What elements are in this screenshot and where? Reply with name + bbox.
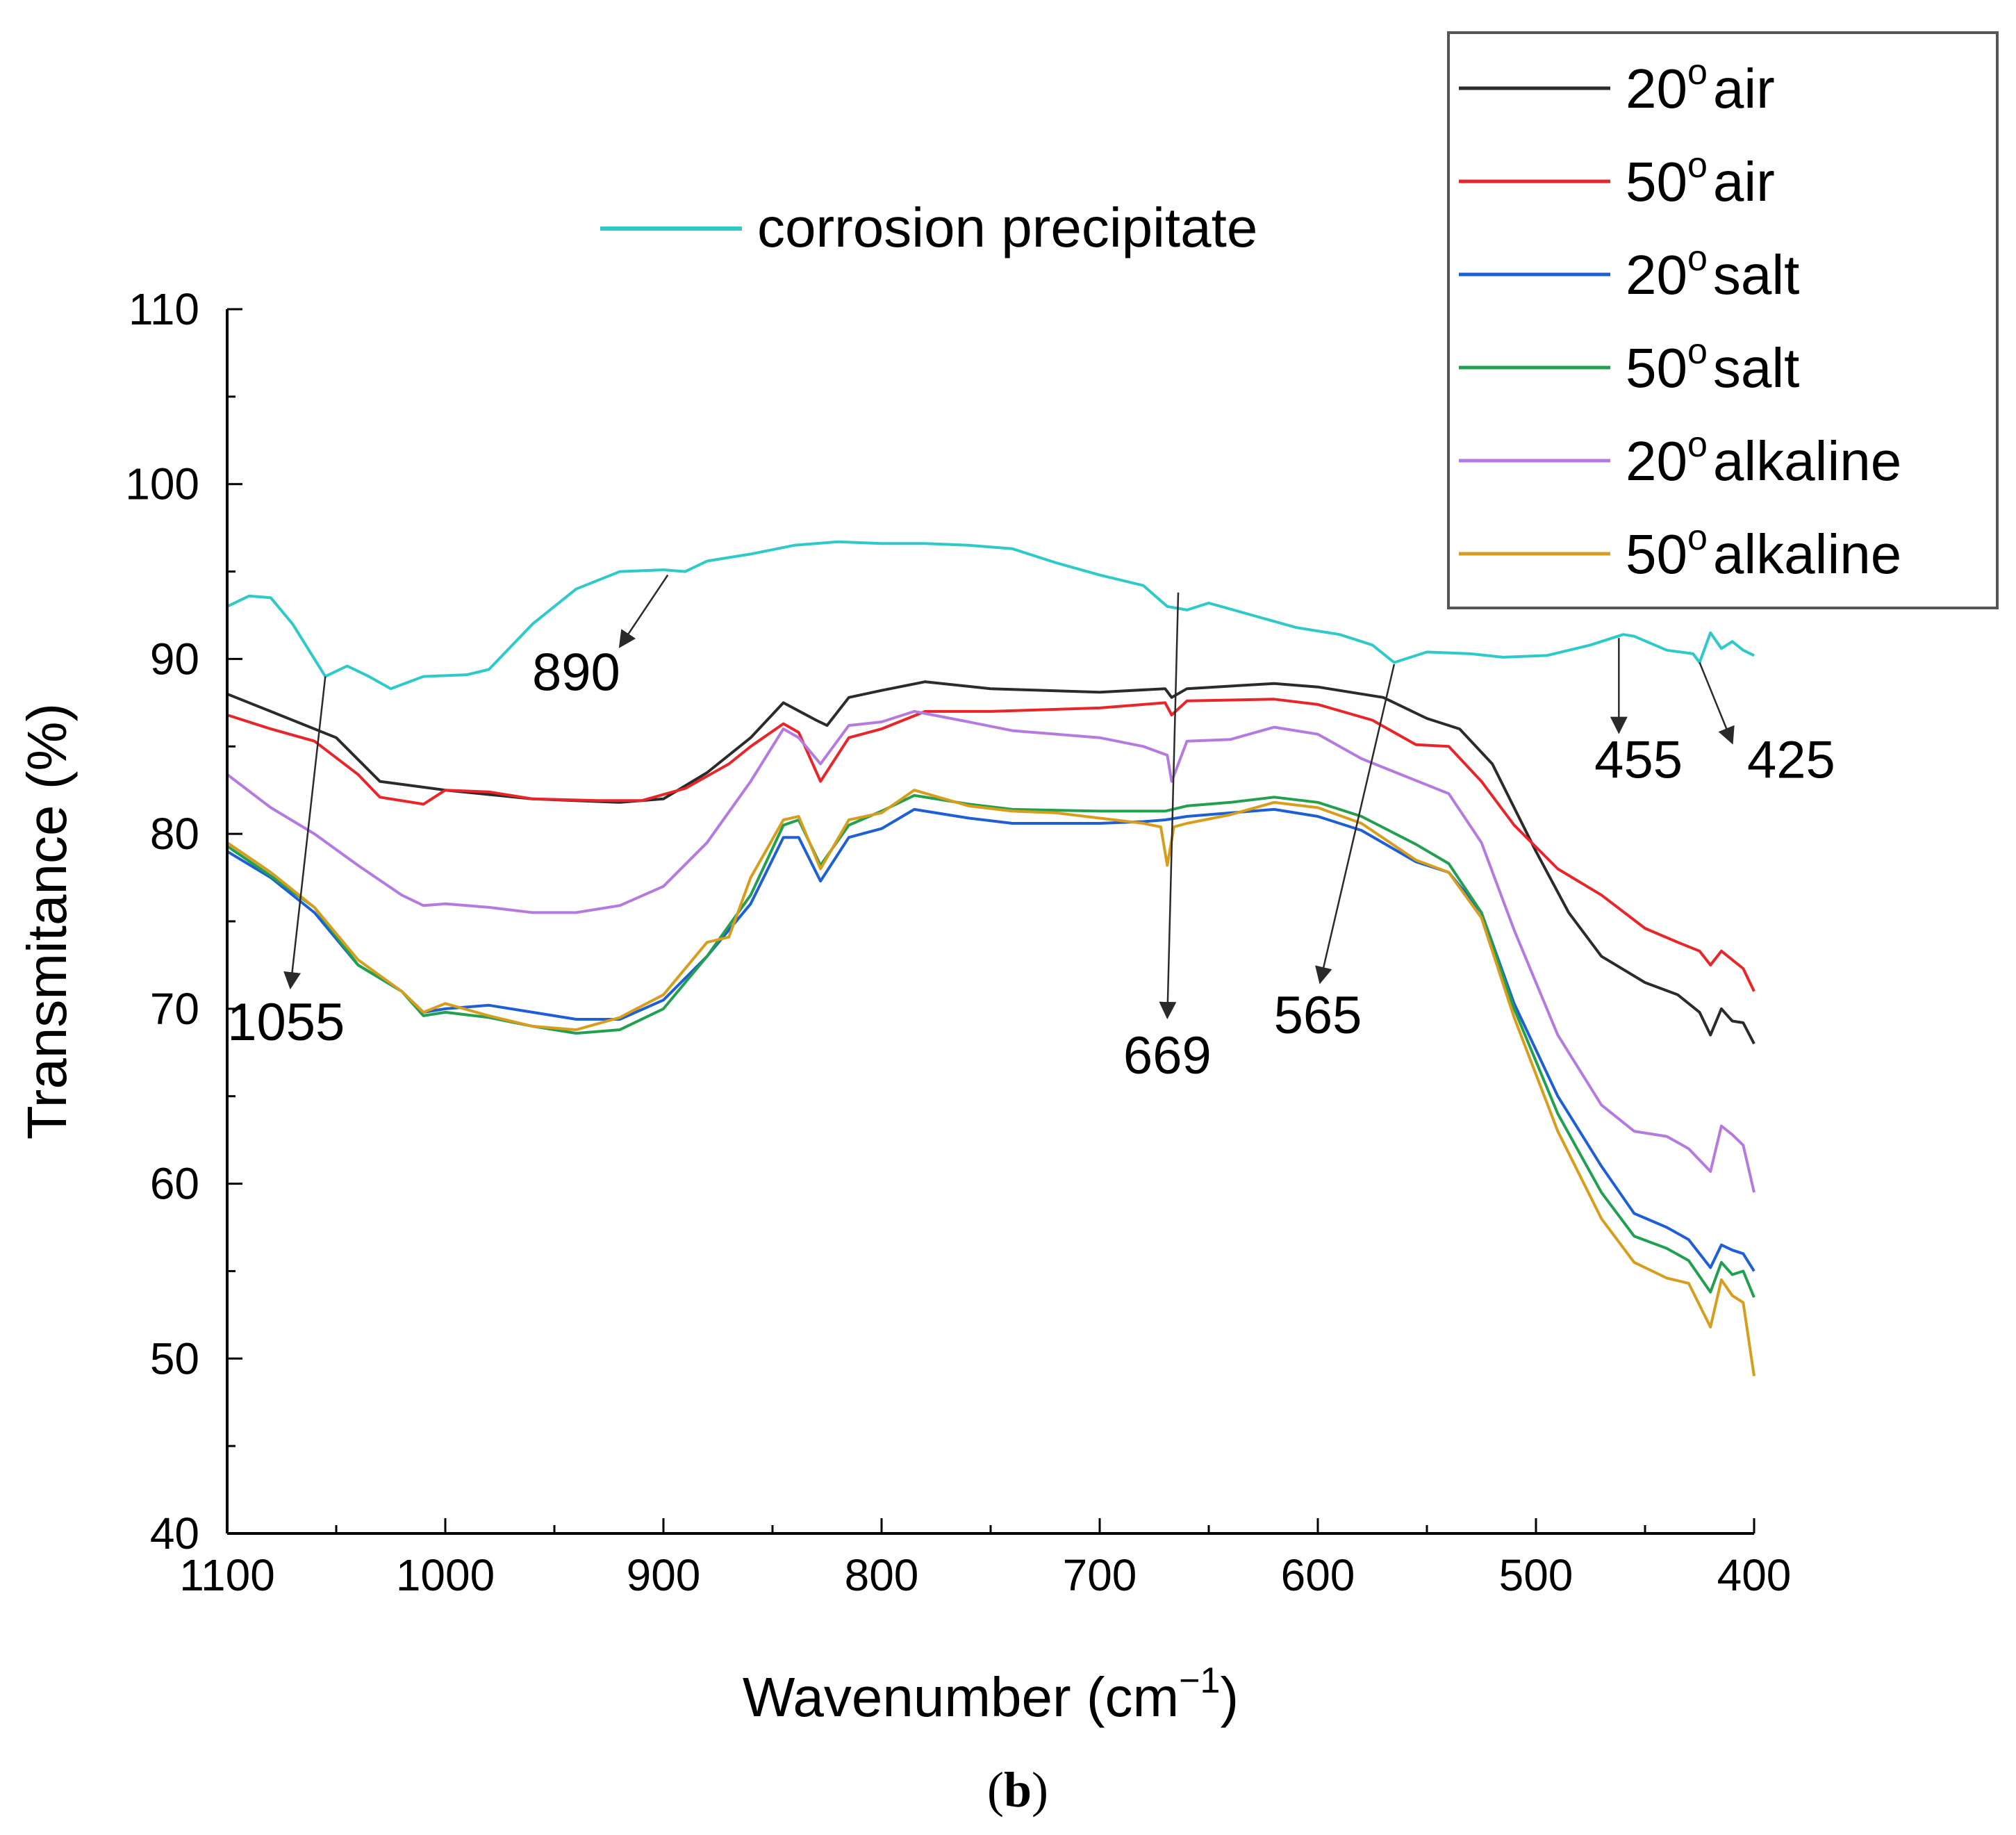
x-tick-label-700: 700 (1063, 1550, 1137, 1600)
plot-series (226, 540, 1755, 1376)
legend-label-50-salt: 50o salt (1626, 331, 1799, 399)
y-tick-label-80: 80 (150, 809, 199, 859)
annotation-label-455: 455 (1594, 731, 1683, 790)
legend-box (1447, 31, 1999, 609)
legend-label-degree: o (1687, 518, 1708, 558)
legend-label-medium: salt (1713, 337, 1800, 399)
legend-label-number: 50 (1626, 337, 1687, 399)
legend-label-degree: o (1687, 425, 1708, 465)
legend-label-medium: alkaline (1713, 523, 1901, 585)
series-line-20-alkaline (226, 709, 1755, 1193)
panel-label: (b) (987, 1762, 1048, 1818)
legend-label-degree: o (1687, 238, 1708, 279)
plot-ticks: 1100 1000 900 800 700 600 500 400 40 50 60 70 80 90 10… (125, 284, 1791, 1600)
annotation-arrow-890 (618, 574, 669, 648)
annotation-label-669: 669 (1123, 1026, 1212, 1085)
legend-label-20-air: 20o air (1626, 52, 1775, 120)
series-line-50-salt (226, 793, 1755, 1298)
legend-label-degree: o (1687, 145, 1708, 186)
y-axis-title: Transmitance (%) (16, 703, 78, 1139)
legend-label-20-salt: 20o salt (1626, 238, 1799, 306)
legend-label-corrosion-precipitate: corrosion precipitate (757, 197, 1257, 258)
floating-legend-entry: corrosion precipitate (600, 197, 1257, 258)
annotation-arrow-1055 (283, 676, 327, 990)
x-tick-label-800: 800 (845, 1550, 919, 1600)
legend-label-number: 20 (1626, 58, 1687, 120)
legend-label-number: 20 (1626, 430, 1687, 492)
y-tick-label-40: 40 (150, 1508, 199, 1558)
legend-label-degree: o (1687, 52, 1708, 92)
x-tick-label-600: 600 (1281, 1550, 1355, 1600)
legend-label-degree: o (1687, 331, 1708, 372)
x-tick-label-400: 400 (1717, 1550, 1792, 1600)
legend-label-50-alkaline: 50o alkaline (1626, 518, 1901, 585)
x-tick-label-500: 500 (1499, 1550, 1573, 1600)
legend-label-number: 50 (1626, 151, 1687, 213)
y-tick-label-70: 70 (150, 984, 199, 1034)
annotation-label-890: 890 (532, 643, 620, 702)
y-tick-label-110: 110 (129, 284, 199, 334)
legend-label-medium: salt (1713, 244, 1800, 306)
legend-label-medium: alkaline (1713, 430, 1901, 492)
y-tick-label-90: 90 (150, 634, 199, 684)
annotation-arrow-669 (1159, 592, 1180, 1019)
annotation-arrow-565 (1315, 664, 1396, 985)
x-tick-label-1100: 1100 (179, 1550, 275, 1600)
plot-annotations: 890 1055 669 565 455 425 (227, 574, 1835, 1085)
x-axis-title-unit: cm (1105, 1666, 1180, 1728)
legend-label-number: 20 (1626, 244, 1687, 306)
series-line-20-salt (226, 807, 1755, 1272)
x-tick-label-900: 900 (627, 1550, 701, 1600)
x-axis-title-main: Wavenumber (743, 1666, 1071, 1728)
annotation-label-425: 425 (1747, 731, 1835, 790)
x-tick-label-1000: 1000 (396, 1550, 495, 1600)
annotation-arrow-425 (1699, 661, 1735, 745)
legend-label-50-air: 50o air (1626, 145, 1775, 213)
y-tick-label-50: 50 (150, 1333, 199, 1383)
legend-label-medium: air (1713, 151, 1775, 213)
y-tick-label-100: 100 (125, 459, 199, 509)
series-line-corrosion-precipitate (226, 540, 1755, 691)
annotation-label-1055: 1055 (227, 993, 345, 1052)
series-line-50-alkaline (226, 789, 1755, 1376)
y-tick-label-60: 60 (150, 1159, 199, 1209)
x-axis-title-unit-exp: −1 (1179, 1661, 1220, 1701)
panel-label-letter: b (1004, 1762, 1032, 1818)
legend-label-20-alkaline: 20o alkaline (1626, 425, 1901, 492)
series-line-50-air (226, 698, 1755, 992)
legend-label-number: 50 (1626, 523, 1687, 585)
x-axis-title: Wavenumber (cm−1) (743, 1661, 1239, 1728)
annotation-label-565: 565 (1274, 986, 1362, 1045)
legend-label-medium: air (1713, 58, 1775, 120)
